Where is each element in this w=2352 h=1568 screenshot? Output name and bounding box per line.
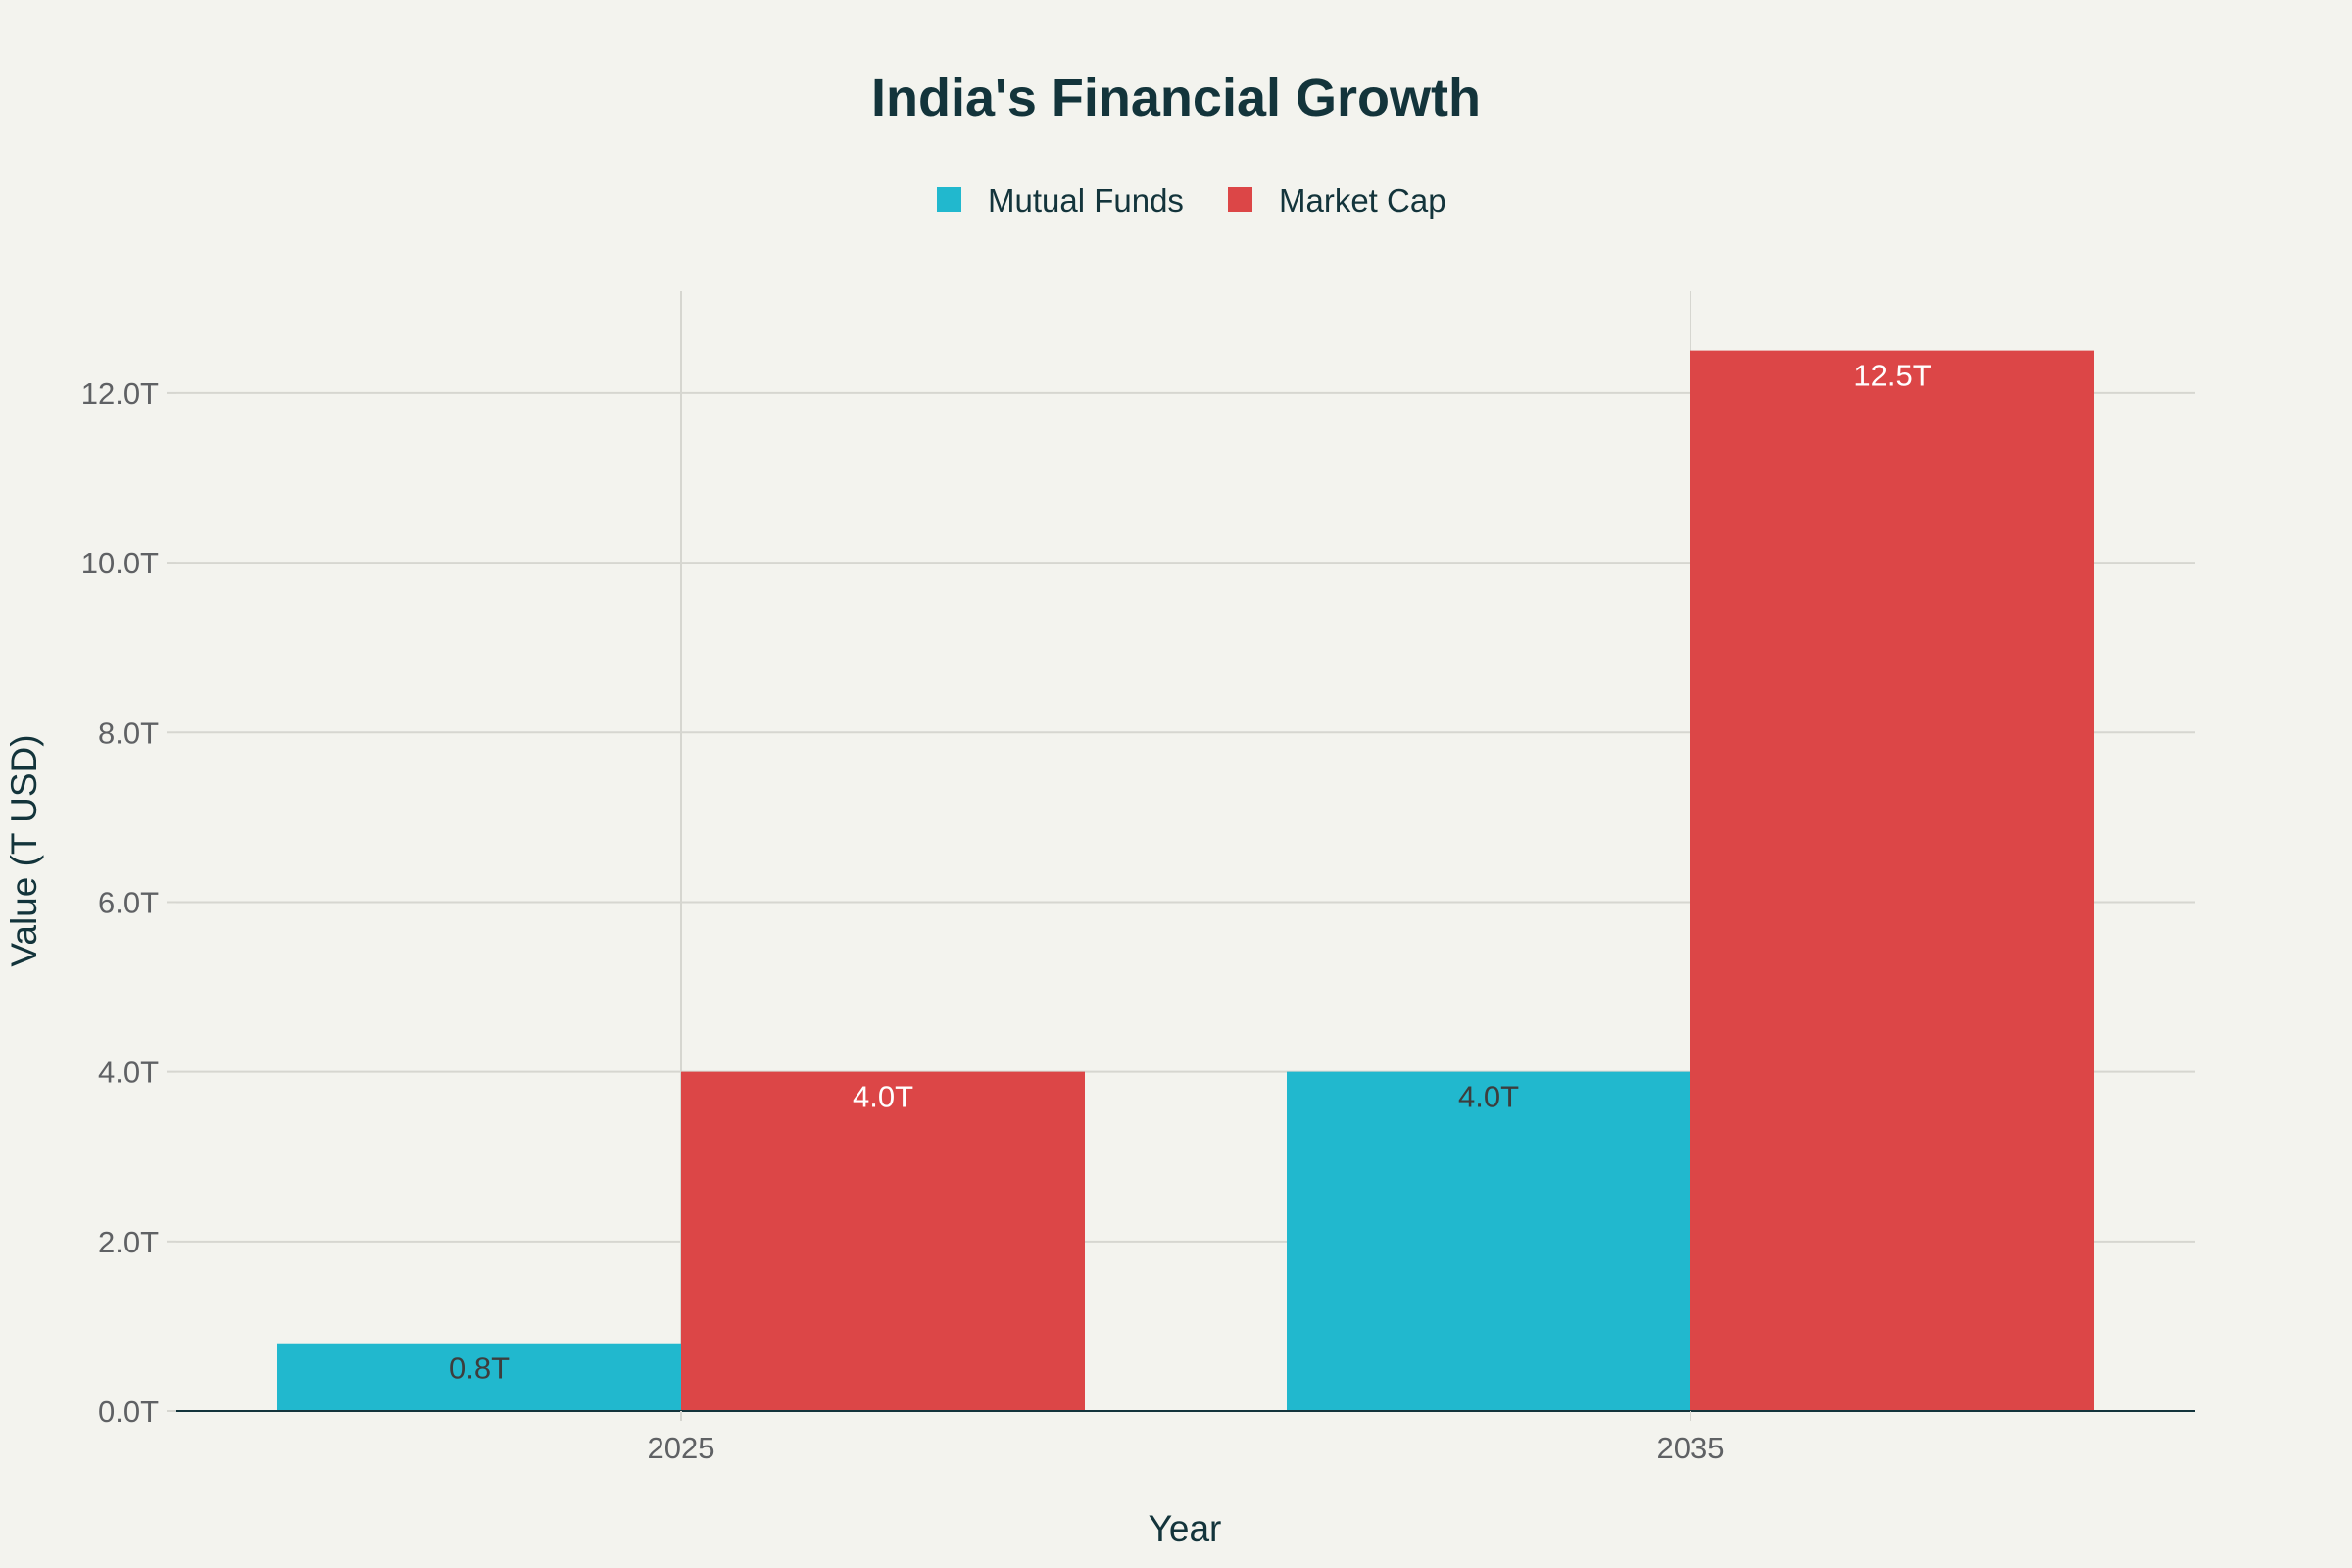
bar-labels: 0.8T 4.0T 4.0T 12.5T <box>449 359 1932 1386</box>
y-tick-label: 6.0T <box>98 885 159 919</box>
bar-value-label: 0.8T <box>449 1351 510 1386</box>
y-tick-label: 12.0T <box>81 376 159 411</box>
x-axis-title: Year <box>1149 1508 1222 1548</box>
y-tick-label: 2.0T <box>98 1225 159 1259</box>
bar-market-cap-2035 <box>1690 350 2094 1411</box>
bar-market-cap-2025 <box>681 1071 1085 1411</box>
legend-swatch-market-cap <box>1228 187 1252 212</box>
bar-value-label: 12.5T <box>1853 359 1931 393</box>
chart-title: India's Financial Growth <box>871 69 1481 127</box>
x-tick-label: 2035 <box>1657 1431 1725 1465</box>
legend-swatch-mutual-funds <box>937 187 961 212</box>
y-tick-label: 10.0T <box>81 546 159 580</box>
bars <box>277 350 2094 1411</box>
bar-value-label: 4.0T <box>1458 1080 1519 1114</box>
bar-mutual-funds-2025 <box>277 1343 681 1411</box>
y-tick-label: 4.0T <box>98 1055 159 1090</box>
y-tick-label: 8.0T <box>98 715 159 750</box>
legend: Mutual Funds Market Cap <box>937 182 1446 219</box>
legend-label-mutual-funds: Mutual Funds <box>988 182 1184 219</box>
legend-label-market-cap: Market Cap <box>1279 182 1446 219</box>
x-axis: 2025 2035 <box>176 1410 2195 1465</box>
y-axis-title: Value (T USD) <box>4 734 44 966</box>
y-tick-label: 0.0T <box>98 1395 159 1429</box>
x-tick-label: 2025 <box>648 1431 715 1465</box>
y-axis: 0.0T 2.0T 4.0T 6.0T 8.0T 10.0T 12.0T <box>81 376 176 1429</box>
bar-mutual-funds-2035 <box>1287 1071 1690 1411</box>
bar-value-label: 4.0T <box>853 1080 913 1114</box>
